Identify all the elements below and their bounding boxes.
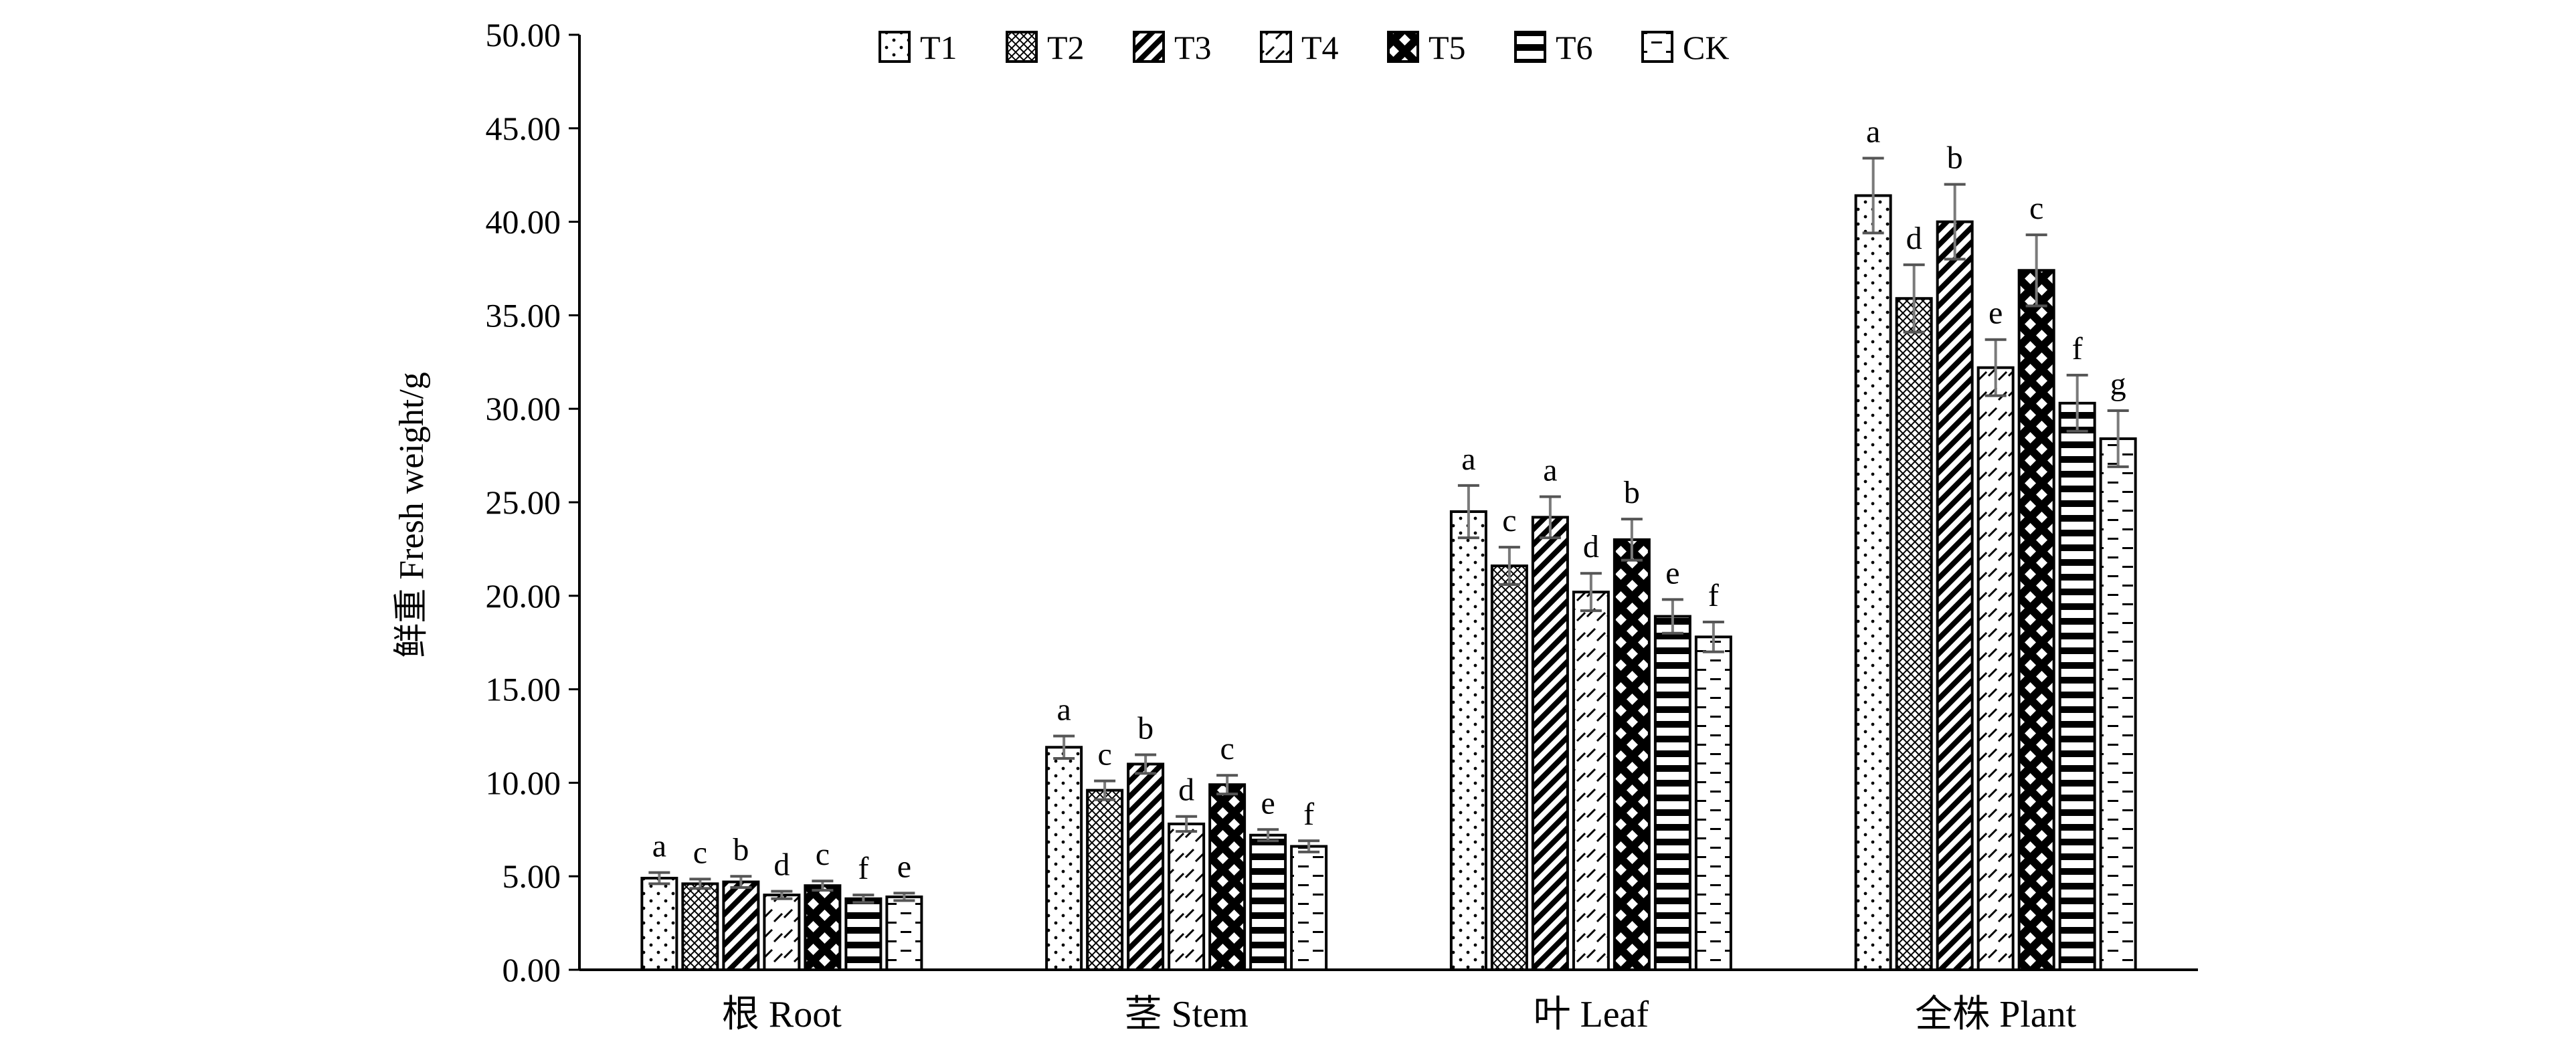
significance-label: c <box>1097 737 1111 772</box>
significance-label: a <box>652 829 666 864</box>
y-tick-label: 0.00 <box>502 951 561 989</box>
y-tick-label: 10.00 <box>486 764 561 801</box>
bar <box>1449 510 1487 971</box>
legend-swatch <box>1006 31 1038 63</box>
legend-label: CK <box>1683 29 1729 66</box>
y-tick-label: 25.00 <box>486 484 561 521</box>
bar <box>1653 615 1691 971</box>
bar <box>1572 591 1610 971</box>
bar <box>1290 845 1328 971</box>
significance-label: b <box>733 832 749 867</box>
legend-label: T1 <box>920 29 957 66</box>
y-axis-ticks: 0.00 5.00 10.00 15.00 20.00 25.00 30.00 35.00 40… <box>486 16 579 989</box>
bar <box>1208 783 1247 972</box>
legend: T1 T2 T3 T4 T5 T6 CK <box>879 29 1729 66</box>
significance-label: e <box>897 849 911 884</box>
legend-label: T6 <box>1556 29 1593 66</box>
significance-label: c <box>816 837 830 872</box>
bar <box>1168 822 1206 971</box>
significance-label: e <box>1665 555 1679 591</box>
y-tick-label: 40.00 <box>486 203 561 241</box>
y-tick-label: 5.00 <box>502 857 561 895</box>
y-tick-label: 50.00 <box>486 16 561 54</box>
legend-label: T2 <box>1047 29 1085 66</box>
bar <box>1045 746 1083 971</box>
bar <box>1490 564 1528 971</box>
legend-swatch <box>879 31 911 63</box>
x-category-label: 全株 Plant <box>1915 994 2077 1035</box>
bar <box>1531 516 1569 971</box>
bar <box>1613 538 1651 971</box>
y-axis-label: 鲜重 Fresh weight/g <box>393 372 431 658</box>
bar <box>640 876 678 971</box>
x-category-label: 茎 Stem <box>1125 994 1249 1035</box>
bar <box>681 882 719 972</box>
bar <box>1854 194 1892 971</box>
significance-label: a <box>1543 453 1557 488</box>
significance-label: f <box>2072 331 2083 367</box>
legend-swatch <box>1133 31 1165 63</box>
bar <box>1936 220 1974 972</box>
bar <box>1249 833 1287 971</box>
legend-swatch <box>1260 31 1292 63</box>
bar <box>1127 762 1165 971</box>
bar <box>722 880 760 972</box>
x-category-label: 叶 Leaf <box>1534 994 1649 1035</box>
legend-label: T5 <box>1429 29 1466 66</box>
significance-label: a <box>1866 114 1880 150</box>
significance-label: c <box>1220 731 1234 766</box>
significance-label: f <box>1303 797 1314 832</box>
bar <box>763 894 801 972</box>
bar <box>844 897 883 971</box>
significance-label: g <box>2110 367 2126 402</box>
significance-label: b <box>1624 475 1640 510</box>
legend-label: T4 <box>1301 29 1339 66</box>
significance-label: d <box>1906 221 1922 256</box>
significance-label: a <box>1461 441 1475 477</box>
significance-label: c <box>693 835 707 870</box>
significance-label: b <box>1947 140 1963 176</box>
bar <box>885 895 923 972</box>
significance-label: f <box>858 851 868 886</box>
legend-swatch <box>1514 31 1546 63</box>
significance-label: f <box>1708 578 1719 613</box>
bar <box>2099 437 2137 971</box>
significance-label: c <box>1502 503 1516 538</box>
significance-label: d <box>1178 772 1194 808</box>
legend-label: T3 <box>1174 29 1212 66</box>
legend-swatch <box>1641 31 1673 63</box>
bar <box>1694 635 1732 971</box>
y-tick-label: 15.00 <box>486 671 561 708</box>
legend-swatch <box>1387 31 1419 63</box>
category-labels: 根 Root 茎 Stem 叶 Leaf 全株 Plant <box>722 994 2077 1035</box>
y-tick-label: 30.00 <box>486 390 561 427</box>
significance-label: d <box>1583 529 1599 564</box>
x-category-label: 根 Root <box>722 994 842 1035</box>
bar <box>1895 297 1933 971</box>
significance-label: e <box>1261 785 1275 821</box>
y-tick-label: 35.00 <box>486 296 561 334</box>
bar <box>1976 366 2015 971</box>
bar <box>804 884 842 972</box>
y-tick-label: 20.00 <box>486 577 561 615</box>
bar <box>2058 401 2096 971</box>
significance-label: b <box>1137 710 1154 746</box>
bar <box>1086 789 1124 971</box>
bar <box>2017 269 2055 971</box>
significance-label: c <box>2029 191 2043 226</box>
significance-label: d <box>773 847 790 883</box>
y-tick-label: 45.00 <box>486 110 561 147</box>
significance-label: e <box>1989 296 2003 331</box>
significance-label: a <box>1056 692 1071 728</box>
